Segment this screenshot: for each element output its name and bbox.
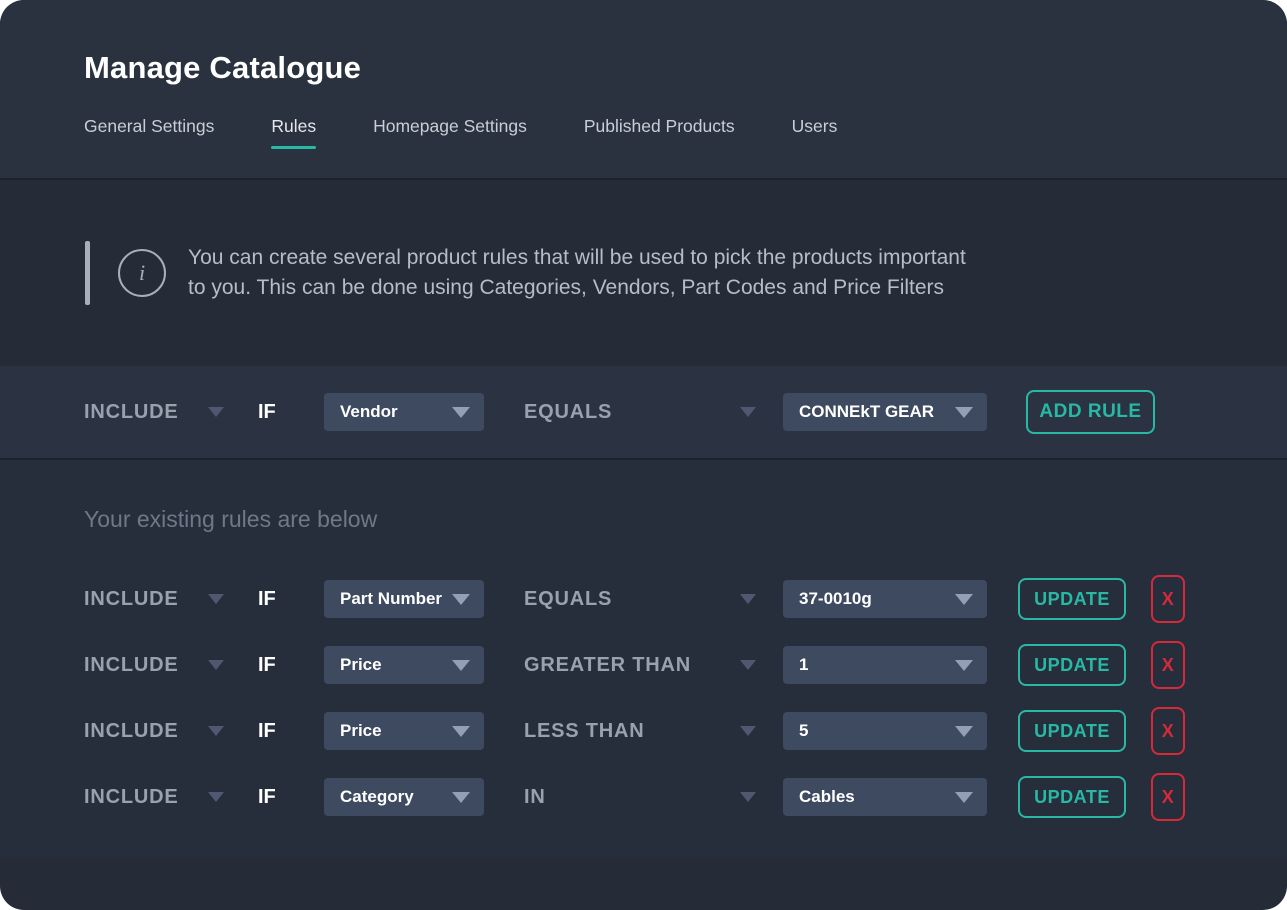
- page-title: Manage Catalogue: [84, 50, 362, 85]
- rule-row: INCLUDE IF Category IN Cables UPDATE X: [0, 773, 1287, 821]
- chevron-down-icon: [740, 407, 756, 417]
- tab-bar: General Settings Rules Homepage Settings…: [0, 86, 1287, 149]
- update-button[interactable]: UPDATE: [1018, 578, 1126, 620]
- action-dropdown[interactable]: INCLUDE: [84, 401, 224, 424]
- field-select-value: Part Number: [340, 589, 443, 608]
- chevron-down-icon: [955, 406, 973, 418]
- chevron-down-icon: [955, 659, 973, 671]
- chevron-down-icon: [452, 725, 470, 737]
- chevron-down-icon: [452, 791, 470, 803]
- action-label: INCLUDE: [84, 400, 179, 423]
- if-label: IF: [258, 400, 276, 423]
- field-select[interactable]: Price: [324, 646, 484, 684]
- value-select[interactable]: 5: [783, 712, 987, 750]
- existing-rules-heading: Your existing rules are below: [84, 506, 378, 532]
- delete-rule-button[interactable]: X: [1151, 641, 1185, 689]
- field-select-value: Price: [340, 721, 382, 740]
- chevron-down-icon: [208, 660, 224, 670]
- chevron-down-icon: [452, 593, 470, 605]
- action-dropdown[interactable]: INCLUDE: [84, 654, 224, 677]
- update-button[interactable]: UPDATE: [1018, 710, 1126, 752]
- value-select[interactable]: Cables: [783, 778, 987, 816]
- info-text-line1: You can create several product rules tha…: [188, 246, 966, 269]
- action-dropdown[interactable]: INCLUDE: [84, 588, 224, 611]
- value-select-value: CONNEkT GEAR: [799, 402, 935, 421]
- header: Manage Catalogue General Settings Rules …: [0, 0, 1287, 180]
- info-section: i You can create several product rules t…: [0, 180, 1287, 366]
- chevron-down-icon: [208, 726, 224, 736]
- action-label: INCLUDE: [84, 719, 179, 742]
- rule-row: INCLUDE IF Part Number EQUALS 37-0010g U…: [0, 575, 1287, 623]
- value-select-value: 5: [799, 721, 809, 740]
- field-select[interactable]: Category: [324, 778, 484, 816]
- rule-row: INCLUDE IF Price LESS THAN 5 UPDATE X: [0, 707, 1287, 755]
- delete-rule-button[interactable]: X: [1151, 773, 1185, 821]
- chevron-down-icon: [208, 407, 224, 417]
- info-icon: i: [118, 249, 166, 297]
- operator-dropdown[interactable]: EQUALS: [524, 401, 756, 424]
- if-label: IF: [258, 653, 276, 676]
- operator-dropdown[interactable]: GREATER THAN: [524, 654, 756, 677]
- if-label: IF: [258, 719, 276, 742]
- tab-general-settings[interactable]: General Settings: [84, 116, 215, 136]
- update-button[interactable]: UPDATE: [1018, 776, 1126, 818]
- action-label: INCLUDE: [84, 653, 179, 676]
- value-select[interactable]: 37-0010g: [783, 580, 987, 618]
- operator-label: GREATER THAN: [524, 653, 692, 676]
- operator-label: EQUALS: [524, 587, 613, 610]
- operator-label: IN: [524, 785, 546, 808]
- delete-rule-button[interactable]: X: [1151, 707, 1185, 755]
- add-rule-button[interactable]: ADD RULE: [1026, 390, 1155, 434]
- operator-label: EQUALS: [524, 400, 613, 423]
- info-text-line2: to you. This can be done using Categorie…: [188, 276, 945, 299]
- rule-builder-row: INCLUDE IF Vendor EQUALS CONNEkT GEAR AD…: [0, 390, 1155, 434]
- chevron-down-icon: [208, 792, 224, 802]
- chevron-down-icon: [740, 792, 756, 802]
- operator-dropdown[interactable]: IN: [524, 786, 756, 809]
- delete-rule-button[interactable]: X: [1151, 575, 1185, 623]
- field-select[interactable]: Price: [324, 712, 484, 750]
- if-label: IF: [258, 785, 276, 808]
- operator-dropdown[interactable]: EQUALS: [524, 588, 756, 611]
- field-select-value: Vendor: [340, 402, 398, 421]
- rule-builder: INCLUDE IF Vendor EQUALS CONNEkT GEAR AD…: [0, 366, 1287, 460]
- rule-row: INCLUDE IF Price GREATER THAN 1 UPDATE X: [0, 641, 1287, 689]
- existing-rules-section: Your existing rules are below INCLUDE IF…: [0, 460, 1287, 857]
- action-dropdown[interactable]: INCLUDE: [84, 720, 224, 743]
- value-select[interactable]: CONNEkT GEAR: [783, 393, 987, 431]
- action-dropdown[interactable]: INCLUDE: [84, 786, 224, 809]
- info-text: You can create several product rules tha…: [188, 243, 966, 303]
- info-accent-bar: [85, 241, 90, 305]
- action-label: INCLUDE: [84, 785, 179, 808]
- operator-label: LESS THAN: [524, 719, 645, 742]
- field-select[interactable]: Vendor: [324, 393, 484, 431]
- chevron-down-icon: [955, 791, 973, 803]
- update-button[interactable]: UPDATE: [1018, 644, 1126, 686]
- field-select-value: Category: [340, 787, 414, 806]
- chevron-down-icon: [955, 725, 973, 737]
- chevron-down-icon: [740, 660, 756, 670]
- chevron-down-icon: [452, 406, 470, 418]
- tab-users[interactable]: Users: [791, 116, 838, 136]
- value-select-value: 37-0010g: [799, 589, 872, 608]
- chevron-down-icon: [208, 594, 224, 604]
- field-select[interactable]: Part Number: [324, 580, 484, 618]
- tab-rules[interactable]: Rules: [271, 116, 316, 149]
- chevron-down-icon: [452, 659, 470, 671]
- chevron-down-icon: [740, 594, 756, 604]
- field-select-value: Price: [340, 655, 382, 674]
- operator-dropdown[interactable]: LESS THAN: [524, 720, 756, 743]
- value-select-value: 1: [799, 655, 809, 674]
- chevron-down-icon: [740, 726, 756, 736]
- value-select-value: Cables: [799, 787, 855, 806]
- if-label: IF: [258, 587, 276, 610]
- value-select[interactable]: 1: [783, 646, 987, 684]
- tab-homepage-settings[interactable]: Homepage Settings: [373, 116, 527, 136]
- tab-published-products[interactable]: Published Products: [583, 116, 735, 136]
- action-label: INCLUDE: [84, 587, 179, 610]
- chevron-down-icon: [955, 593, 973, 605]
